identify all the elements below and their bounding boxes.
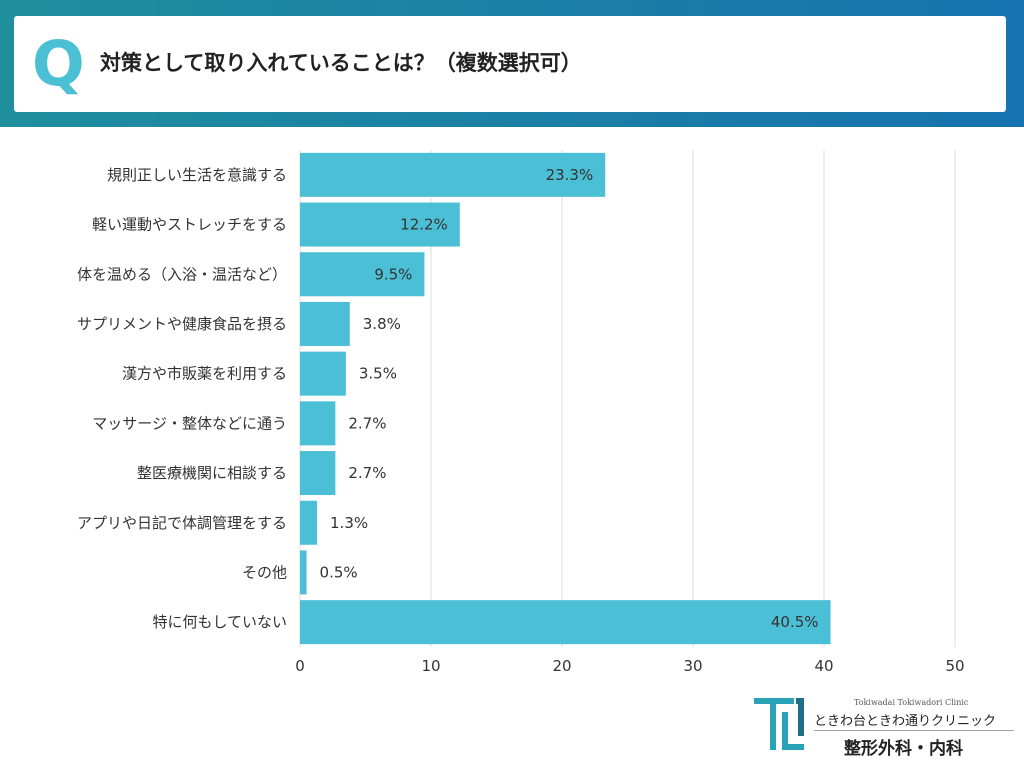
clinic-logo: Tokiwadai Tokiwadori Clinic ときわ台ときわ通りクリニ… <box>748 690 1018 760</box>
clinic-logo-divider <box>814 730 1014 731</box>
question-card: Q 対策として取り入れていることは？（複数選択可） <box>14 16 1006 112</box>
value-label: 40.5% <box>771 613 819 631</box>
bar <box>300 301 350 346</box>
value-label: 3.8% <box>363 315 401 333</box>
x-tick-label: 10 <box>421 657 440 675</box>
bar <box>300 451 336 496</box>
bar-chart: 0 10 20 30 40 50 規則正しい生活を意識する 23.3% 軽い運動やストレッチをす… <box>77 150 965 675</box>
value-label: 0.5% <box>320 563 358 581</box>
bar <box>300 600 831 645</box>
value-label: 2.7% <box>348 414 386 432</box>
clinic-logo-department: 整形外科・内科 <box>844 739 963 759</box>
category-label: 規則正しい生活を意識する <box>107 166 287 184</box>
x-tick-label: 30 <box>683 657 702 675</box>
x-tick-label: 40 <box>814 657 833 675</box>
bar <box>300 500 318 545</box>
q-badge: Q <box>32 27 85 100</box>
value-label: 12.2% <box>400 216 448 234</box>
bar <box>300 202 460 247</box>
bar <box>300 550 307 595</box>
value-label: 9.5% <box>374 265 412 283</box>
chart-bars <box>300 152 831 645</box>
bar <box>300 252 425 297</box>
value-label: 1.3% <box>330 514 368 532</box>
category-label: サプリメントや健康食品を摂る <box>77 315 287 333</box>
bar <box>300 351 346 396</box>
clinic-logo-english: Tokiwadai Tokiwadori Clinic <box>854 698 969 707</box>
x-tick-label: 20 <box>552 657 571 675</box>
category-label: 軽い運動やストレッチをする <box>92 216 287 234</box>
question-title: 対策として取り入れていることは？（複数選択可） <box>100 51 582 75</box>
x-tick-label: 0 <box>295 657 305 675</box>
category-label: その他 <box>242 563 287 581</box>
category-label: 体を温める（入浴・温活など） <box>77 265 287 283</box>
value-label: 3.5% <box>359 365 397 383</box>
chart-labels: 0 10 20 30 40 50 規則正しい生活を意識する 23.3% 軽い運動やストレッチをす… <box>77 166 965 675</box>
x-tick-label: 50 <box>945 657 964 675</box>
category-label: 漢方や市販薬を利用する <box>122 365 287 383</box>
bar <box>300 401 336 446</box>
value-label: 23.3% <box>546 166 594 184</box>
category-label: マッサージ・整体などに通う <box>92 414 287 432</box>
bar <box>300 152 606 197</box>
value-label: 2.7% <box>348 464 386 482</box>
category-label: 特に何もしていない <box>152 613 287 631</box>
category-label: アプリや日記で体調管理をする <box>77 514 287 532</box>
category-label: 整医療機関に相談する <box>137 464 287 482</box>
clinic-logo-mark-icon <box>754 698 804 750</box>
clinic-logo-name: ときわ台ときわ通りクリニック <box>814 714 997 729</box>
